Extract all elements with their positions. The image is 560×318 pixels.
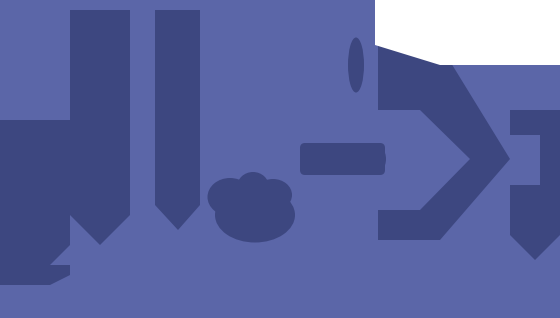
Ellipse shape <box>254 179 292 211</box>
Polygon shape <box>510 110 560 210</box>
Ellipse shape <box>348 38 364 93</box>
FancyBboxPatch shape <box>300 143 385 175</box>
Polygon shape <box>0 120 70 265</box>
Ellipse shape <box>215 188 295 243</box>
Polygon shape <box>510 210 560 260</box>
Polygon shape <box>378 45 510 240</box>
Ellipse shape <box>208 178 253 216</box>
Ellipse shape <box>364 144 386 174</box>
Polygon shape <box>375 0 560 65</box>
Polygon shape <box>155 10 200 230</box>
Polygon shape <box>0 265 70 285</box>
Ellipse shape <box>237 172 269 202</box>
Polygon shape <box>70 10 130 245</box>
